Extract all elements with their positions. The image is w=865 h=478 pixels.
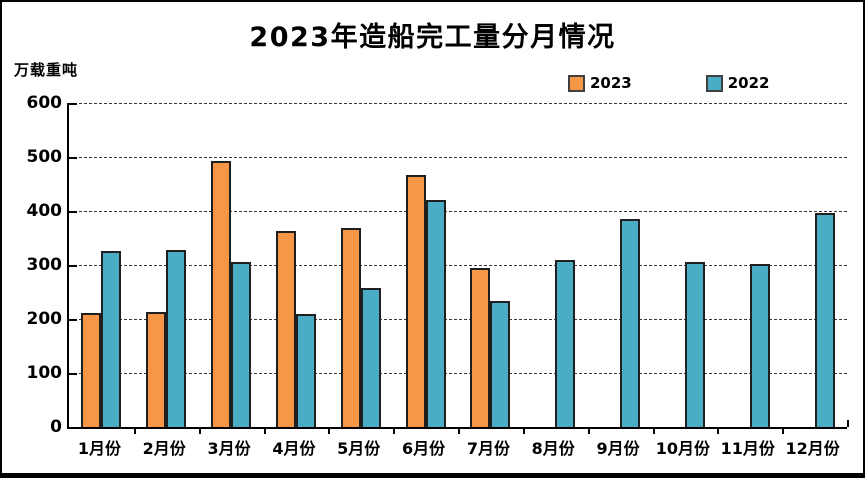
gridline-200 [69,319,847,320]
legend-swatch-2022 [705,74,723,92]
x-tick-label-1月份: 1月份 [77,439,121,458]
gridline-500 [69,157,847,158]
y-tick-label-100: 100 [26,363,63,383]
x-tick-label-6月份: 6月份 [402,439,446,458]
x-tick-label-3月份: 3月份 [207,439,251,458]
x-axis-tick-10 [717,429,720,434]
x-axis-tick-8 [587,429,590,434]
x-axis-tick-9 [652,429,655,434]
y-axis-tick-200 [69,319,77,321]
bar-2023-3月份 [211,160,232,427]
x-tick-label-5月份: 5月份 [337,439,381,458]
x-axis-tick-2 [198,429,201,434]
bar-2023-7月份 [470,267,491,427]
x-axis-tick-3 [263,429,266,434]
legend: 2023 2022 [568,74,770,92]
y-tick-label-0: 0 [50,417,62,437]
x-axis-tick-1 [133,429,136,434]
x-tick-label-10月份: 10月份 [655,439,711,458]
y-tick-label-200: 200 [26,309,63,329]
x-axis-tick-6 [458,429,460,434]
bar-2022-7月份 [490,301,511,427]
x-axis-tick-11 [782,429,785,434]
x-tick-label-8月份: 8月份 [531,439,575,458]
legend-swatch-2023 [568,74,585,92]
bar-2023-4月份 [275,230,296,427]
bar-2022-10月份 [684,261,705,427]
x-axis-end-cap [847,420,849,427]
x-tick-label-9月份: 9月份 [596,439,640,458]
y-axis-tick-500 [69,157,77,159]
y-tick-label-500: 500 [26,147,63,167]
x-tick-label-4月份: 4月份 [272,439,316,458]
x-tick-label-7月份: 7月份 [466,439,510,458]
plot-area [67,103,849,434]
y-tick-label-400: 400 [26,201,63,221]
gridline-600 [69,103,847,104]
bar-2022-4月份 [295,313,316,427]
x-tick-label-2月份: 2月份 [142,439,186,458]
bar-2022-1月份 [101,250,122,427]
gridline-100 [69,373,847,374]
y-axis-tick-100 [69,373,77,375]
bar-2022-11月份 [749,263,770,427]
bar-2022-12月份 [814,213,835,427]
chart-title: 2023年造船完工量分月情况 [249,22,616,53]
bar-2022-3月份 [231,261,252,427]
legend-item-2022: 2022 [705,74,770,92]
bar-2023-2月份 [146,311,167,427]
x-tick-label-12月份: 12月份 [785,439,840,458]
bar-2023-5月份 [340,228,361,427]
y-tick-label-600: 600 [26,93,63,113]
bar-2022-6月份 [425,199,446,427]
bar-2022-8月份 [555,260,576,427]
bar-2022-5月份 [360,288,381,427]
x-tick-label-11月份: 11月份 [720,439,775,458]
bar-2022-9月份 [620,218,641,427]
y-axis-tick-600 [69,103,77,105]
bar-2023-1月份 [81,313,102,427]
y-axis-tick-400 [69,211,77,213]
legend-item-2023: 2023 [568,74,632,92]
bar-2023-6月份 [405,175,426,427]
bar-2022-2月份 [166,249,187,427]
y-axis-tick-300 [69,265,77,267]
gridline-300 [69,265,847,266]
x-axis-tick-5 [393,429,396,434]
x-axis-tick-4 [328,429,331,434]
gridline-400 [69,211,847,212]
x-axis-tick-7 [522,429,525,434]
y-axis-unit-label: 万载重吨 [14,61,79,79]
legend-label-2022: 2022 [727,74,770,92]
legend-label-2023: 2023 [590,74,632,92]
y-tick-label-300: 300 [26,255,63,275]
